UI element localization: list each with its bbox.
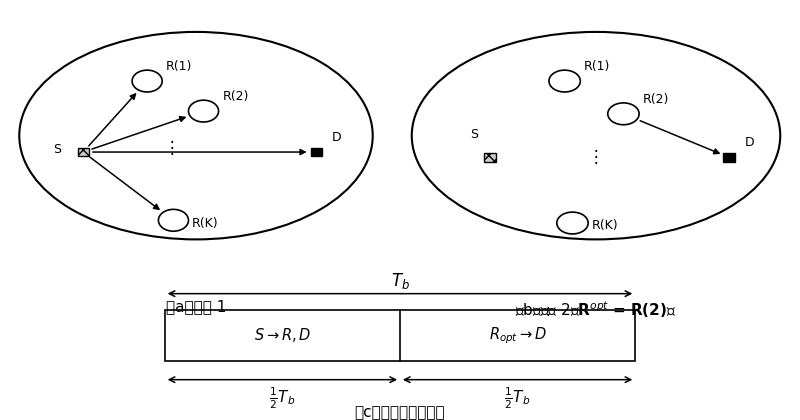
Ellipse shape (412, 32, 780, 239)
Text: R(1): R(1) (584, 60, 610, 73)
Text: （c）两阶段时隙分配: （c）两阶段时隙分配 (354, 405, 446, 420)
Text: $R_{opt} \rightarrow D$: $R_{opt} \rightarrow D$ (489, 325, 546, 346)
Ellipse shape (19, 32, 373, 239)
Bar (78, 148, 89, 156)
Circle shape (549, 70, 580, 92)
Text: $T_b$: $T_b$ (390, 271, 410, 291)
Circle shape (158, 209, 189, 231)
Circle shape (608, 103, 639, 125)
Bar (310, 148, 322, 156)
Text: R(2): R(2) (643, 93, 670, 105)
Text: （a）阶段 1: （a）阶段 1 (166, 299, 226, 315)
Circle shape (189, 100, 218, 122)
Bar (723, 153, 735, 162)
Bar (165, 310, 635, 361)
Text: （b）阶段 2（$\mathbf{R}^{opt}$ = $\mathbf{R(2)}$）: （b）阶段 2（$\mathbf{R}^{opt}$ = $\mathbf{R(… (515, 299, 677, 320)
Text: R(K): R(K) (192, 217, 219, 229)
Text: $\frac{1}{2}T_b$: $\frac{1}{2}T_b$ (505, 385, 530, 411)
Text: R(2): R(2) (222, 90, 249, 103)
Text: $S \rightarrow R, D$: $S \rightarrow R, D$ (254, 326, 311, 344)
Text: R(K): R(K) (592, 219, 618, 232)
Circle shape (557, 212, 588, 234)
Text: D: D (331, 131, 341, 144)
Text: D: D (745, 136, 754, 149)
Bar (484, 153, 496, 162)
Text: S: S (53, 143, 61, 156)
Text: $\frac{1}{2}T_b$: $\frac{1}{2}T_b$ (270, 385, 295, 411)
Text: R(1): R(1) (166, 60, 192, 73)
Text: S: S (470, 128, 478, 141)
Text: ⋮: ⋮ (163, 139, 180, 157)
Text: ⋮: ⋮ (588, 149, 604, 166)
Circle shape (132, 70, 162, 92)
